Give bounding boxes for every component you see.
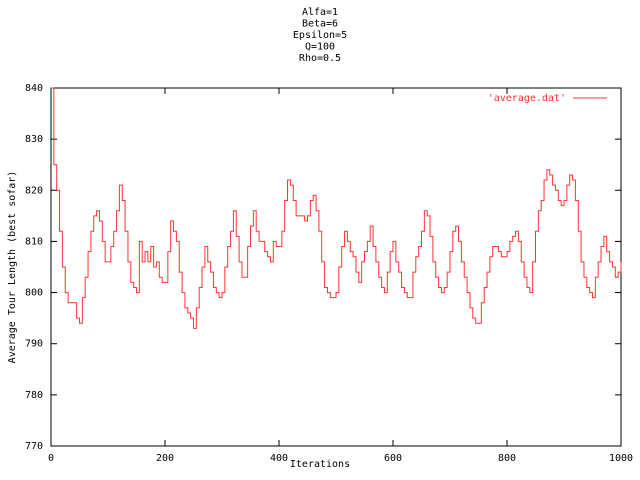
x-tick-label: 600 <box>384 453 402 464</box>
plot-frame <box>50 87 622 447</box>
y-tick-label: 780 <box>25 390 43 401</box>
legend-label: 'average.dat' <box>488 93 566 104</box>
data-line <box>51 87 622 329</box>
x-axis-label: Iterations <box>290 459 350 470</box>
chart-title: Beta=6 <box>302 19 338 30</box>
x-tick-label: 200 <box>156 453 174 464</box>
y-tick-label: 840 <box>25 83 43 94</box>
x-tick-label: 1000 <box>609 453 633 464</box>
x-tick-label: 400 <box>270 453 288 464</box>
y-tick-label: 790 <box>25 339 43 350</box>
x-tick-label: 800 <box>498 453 516 464</box>
x-tick-label: 0 <box>48 453 54 464</box>
chart-title: Q=100 <box>305 42 335 53</box>
chart-title: Alfa=1 <box>302 7 338 18</box>
y-tick-label: 810 <box>25 236 43 247</box>
y-tick-label: 800 <box>25 288 43 299</box>
chart-title: Rho=0.5 <box>299 53 341 64</box>
y-tick-label: 770 <box>25 441 43 452</box>
y-axis-label: Average Tour Length (best sofar) <box>7 171 18 364</box>
chart-title: Epsilon=5 <box>293 30 347 41</box>
y-tick-label: 830 <box>25 134 43 145</box>
y-tick-label: 820 <box>25 185 43 196</box>
